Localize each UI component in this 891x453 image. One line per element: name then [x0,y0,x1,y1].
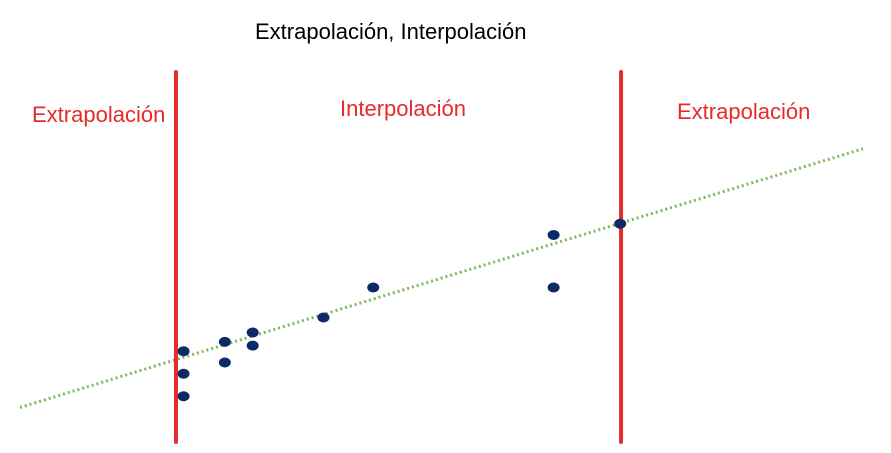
data-point-3 [177,391,190,402]
data-point-5 [218,357,231,368]
data-point-2 [177,368,190,379]
region-label-extrapolation-left: Extrapolación [32,102,166,127]
region-label-extrapolation-right: Extrapolación [677,99,811,124]
diagram-title: Extrapolación, Interpolación [255,19,527,44]
data-point-8 [317,312,330,323]
data-point-11 [547,282,560,293]
data-point-1 [177,346,190,357]
data-point-9 [367,282,380,293]
data-point-7 [246,340,259,351]
boundary-layer [173,70,624,444]
data-point-4 [218,336,231,347]
data-point-12 [614,218,627,229]
point-layer [177,218,627,402]
region-label-interpolation: Interpolación [340,96,466,121]
data-point-6 [246,327,259,338]
data-point-10 [547,230,560,240]
trend-layer [19,147,864,409]
trend-line [19,147,864,409]
